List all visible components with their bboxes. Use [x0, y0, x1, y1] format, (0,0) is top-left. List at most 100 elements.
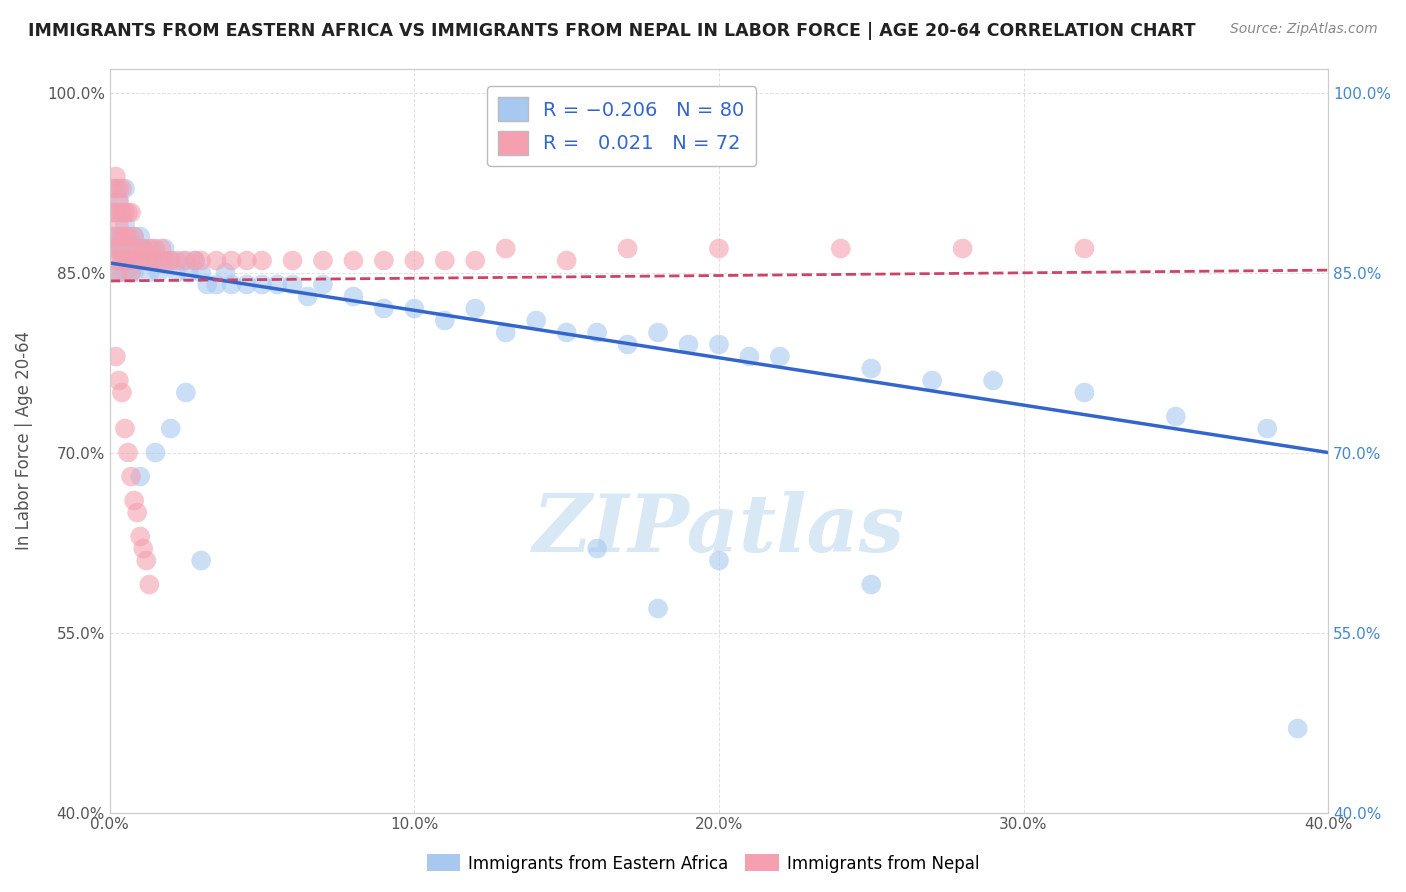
Point	[312, 253, 335, 268]
Point	[122, 493, 145, 508]
Point	[166, 253, 188, 268]
Point	[132, 242, 155, 256]
Point	[159, 253, 181, 268]
Point	[127, 506, 149, 520]
Point	[707, 553, 730, 567]
Point	[250, 277, 273, 292]
Point	[281, 253, 304, 268]
Point	[205, 253, 228, 268]
Point	[122, 266, 145, 280]
Point	[190, 553, 212, 567]
Point	[221, 253, 243, 268]
Point	[495, 242, 517, 256]
Point	[117, 229, 139, 244]
Point	[342, 289, 364, 303]
Point	[104, 350, 127, 364]
Point	[108, 266, 131, 280]
Point	[104, 253, 127, 268]
Point	[860, 577, 883, 591]
Point	[111, 253, 134, 268]
Legend: R = −0.206   N = 80, R =   0.021   N = 72: R = −0.206 N = 80, R = 0.021 N = 72	[486, 86, 756, 166]
Point	[342, 253, 364, 268]
Point	[104, 229, 127, 244]
Point	[404, 301, 426, 316]
Point	[108, 242, 131, 256]
Point	[707, 337, 730, 351]
Point	[464, 301, 486, 316]
Point	[586, 541, 609, 556]
Point	[108, 229, 131, 244]
Point	[101, 205, 124, 219]
Point	[138, 242, 160, 256]
Point	[122, 229, 145, 244]
Point	[647, 601, 669, 615]
Point	[214, 266, 236, 280]
Point	[111, 229, 134, 244]
Point	[129, 253, 152, 268]
Point	[129, 253, 152, 268]
Point	[135, 553, 157, 567]
Point	[1286, 722, 1309, 736]
Point	[114, 218, 136, 232]
Point	[101, 181, 124, 195]
Legend: Immigrants from Eastern Africa, Immigrants from Nepal: Immigrants from Eastern Africa, Immigran…	[420, 847, 986, 880]
Point	[104, 205, 127, 219]
Point	[1256, 421, 1278, 435]
Point	[236, 253, 259, 268]
Point	[190, 266, 212, 280]
Point	[129, 229, 152, 244]
Point	[236, 277, 259, 292]
Point	[153, 242, 176, 256]
Point	[120, 205, 142, 219]
Point	[132, 541, 155, 556]
Point	[830, 242, 852, 256]
Point	[114, 205, 136, 219]
Point	[616, 337, 638, 351]
Point	[108, 194, 131, 208]
Point	[1164, 409, 1187, 424]
Point	[586, 326, 609, 340]
Point	[145, 242, 167, 256]
Point	[404, 253, 426, 268]
Point	[111, 205, 134, 219]
Point	[250, 253, 273, 268]
Point	[108, 266, 131, 280]
Point	[148, 266, 170, 280]
Point	[616, 242, 638, 256]
Point	[166, 266, 188, 280]
Point	[138, 577, 160, 591]
Point	[524, 313, 547, 327]
Point	[122, 253, 145, 268]
Point	[860, 361, 883, 376]
Point	[138, 266, 160, 280]
Point	[104, 181, 127, 195]
Point	[114, 229, 136, 244]
Point	[129, 469, 152, 483]
Point	[221, 277, 243, 292]
Point	[141, 242, 163, 256]
Point	[172, 253, 194, 268]
Point	[312, 277, 335, 292]
Point	[373, 301, 395, 316]
Point	[464, 253, 486, 268]
Point	[114, 266, 136, 280]
Point	[145, 253, 167, 268]
Point	[111, 181, 134, 195]
Point	[195, 277, 218, 292]
Point	[769, 350, 792, 364]
Point	[738, 350, 761, 364]
Point	[174, 385, 197, 400]
Text: IMMIGRANTS FROM EASTERN AFRICA VS IMMIGRANTS FROM NEPAL IN LABOR FORCE | AGE 20-: IMMIGRANTS FROM EASTERN AFRICA VS IMMIGR…	[28, 22, 1195, 40]
Point	[707, 242, 730, 256]
Point	[117, 253, 139, 268]
Point	[114, 421, 136, 435]
Point	[1073, 242, 1095, 256]
Point	[120, 266, 142, 280]
Point	[190, 253, 212, 268]
Point	[184, 253, 207, 268]
Point	[433, 253, 456, 268]
Point	[127, 242, 149, 256]
Point	[104, 169, 127, 184]
Point	[373, 253, 395, 268]
Point	[104, 205, 127, 219]
